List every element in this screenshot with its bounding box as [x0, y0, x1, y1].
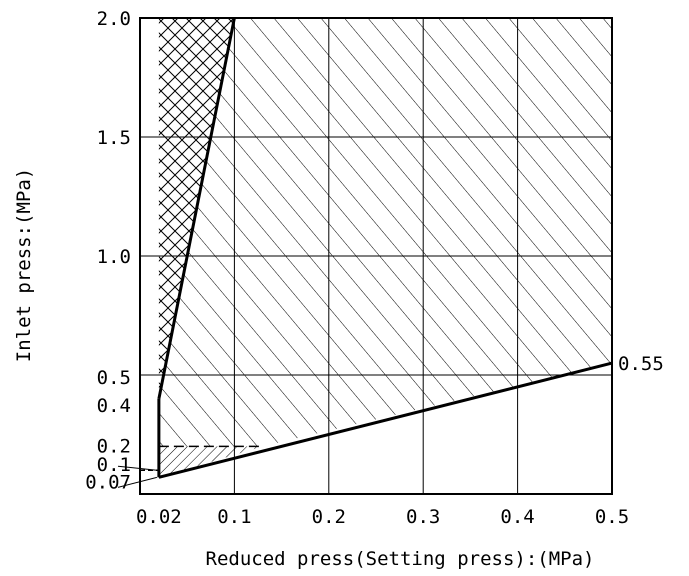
tick-labels: 0.02 0.1 0.2 0.3 0.4 0.50.070.10.20.40.51.01.… — [85, 8, 629, 528]
y-tick-label: 2.0 — [97, 8, 131, 30]
y-tick-label: 0.07 — [85, 471, 131, 493]
diagonal-hatch-region — [158, 18, 612, 447]
annotations: 0.55 — [618, 353, 664, 375]
left-boundary-line — [157, 17, 236, 400]
x-axis-title: Reduced press(Setting press):(MPa) — [206, 548, 595, 570]
y-tick-label: 0.5 — [97, 367, 131, 389]
x-tick-label: 0.4 — [500, 506, 534, 528]
y-tick-label: 0.1 — [97, 454, 131, 476]
grid-lines — [140, 18, 612, 494]
x-tick-label: 0.1 — [217, 506, 251, 528]
boundary-curves — [140, 17, 613, 479]
plot-frame — [139, 17, 613, 495]
lower-boundary-line — [158, 361, 613, 479]
x-tick-label: 0.5 — [595, 506, 629, 528]
y-tick-label: 1.0 — [97, 246, 131, 268]
y-tick-label: 0.4 — [97, 395, 131, 417]
x-tick-label: 0.02 — [136, 506, 182, 528]
value-annotation: 0.55 — [618, 353, 664, 375]
leader-0-07 — [117, 476, 158, 488]
y-axis-title: Inlet press:(MPa) — [13, 168, 35, 362]
y-tick-label: 1.5 — [97, 127, 131, 149]
x-tick-label: 0.2 — [312, 506, 346, 528]
leader-0-1 — [117, 465, 157, 471]
x-tick-label: 0.3 — [406, 506, 440, 528]
hatched-regions — [158, 18, 612, 478]
y-tick-label: 0.2 — [97, 435, 131, 457]
